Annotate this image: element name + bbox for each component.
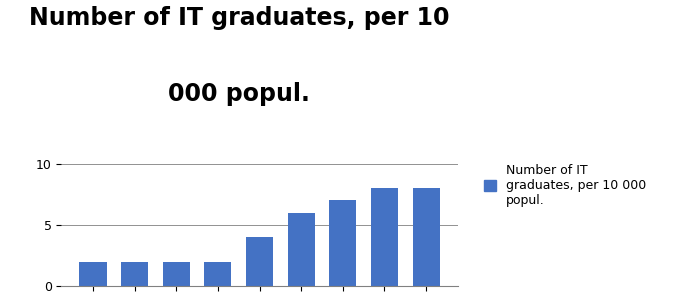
Bar [121,262,148,286]
Legend: Number of IT
graduates, per 10 000
popul.: Number of IT graduates, per 10 000 popul… [484,164,646,207]
Bar [288,213,315,286]
Bar [413,188,440,286]
Bar [246,237,273,286]
Bar [163,262,190,286]
Bar [79,262,107,286]
Bar [329,200,357,286]
Bar [204,262,232,286]
Text: 000 popul.: 000 popul. [168,82,310,106]
Bar [371,188,398,286]
Text: Number of IT graduates, per 10: Number of IT graduates, per 10 [29,6,449,30]
